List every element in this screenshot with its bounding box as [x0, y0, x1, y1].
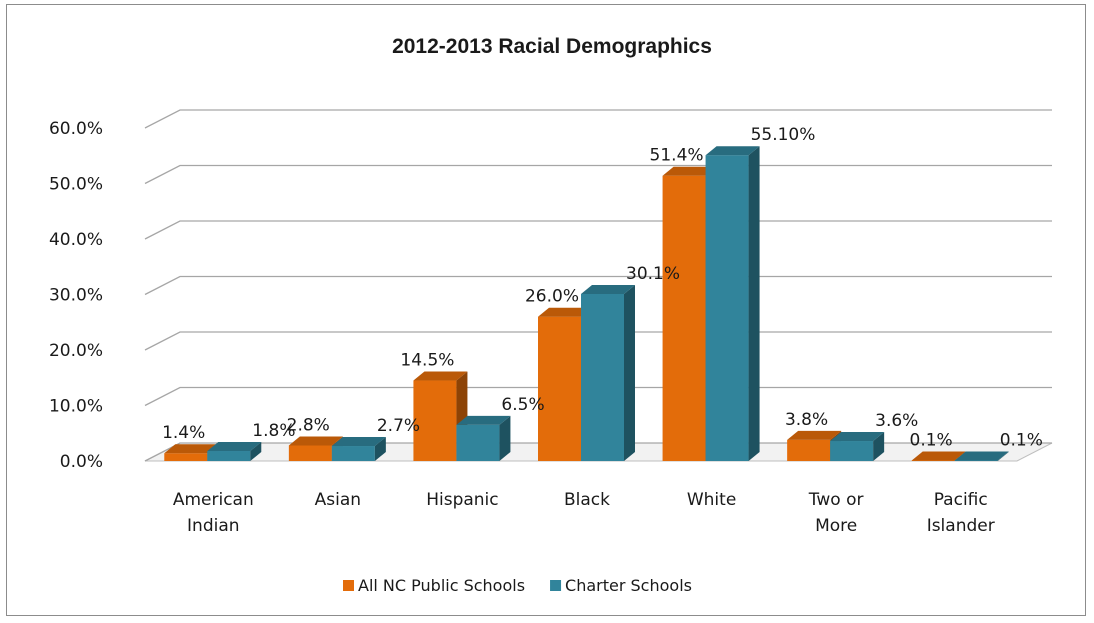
gridline: [144, 109, 1052, 129]
bar-front: [331, 446, 375, 461]
bar-front: [911, 460, 955, 461]
data-label: 6.5%: [501, 395, 544, 415]
gridline: [144, 220, 1052, 240]
bar-top: [662, 166, 717, 176]
x-tick-label: American: [173, 490, 254, 510]
bar-front: [207, 451, 251, 461]
legend-swatch: [343, 580, 354, 591]
bar-top: [207, 442, 262, 452]
bar: [581, 284, 635, 461]
bar-top: [954, 451, 1009, 461]
legend-label: Charter Schools: [565, 576, 692, 595]
bar-front: [581, 293, 624, 461]
bar-side: [997, 451, 1009, 461]
x-tick-label: Islander: [927, 516, 995, 536]
bar: [954, 451, 1009, 461]
gridline: [144, 275, 1052, 296]
data-label: 3.8%: [785, 410, 828, 430]
bar-top: [331, 437, 386, 447]
y-tick-label: 50.0%: [49, 175, 103, 195]
bar-side: [624, 284, 635, 461]
bar-top: [413, 371, 468, 381]
chart-svg: 2012-2013 Racial Demographics 1.4% 1.8%2.…: [49, 35, 1053, 595]
bar: [830, 432, 885, 461]
bar-top: [538, 307, 592, 317]
x-tick-label: Indian: [187, 516, 240, 536]
gridline: [144, 164, 1052, 185]
bar-top: [581, 284, 635, 294]
bar-front: [787, 439, 831, 461]
legend: All NC Public Schools Charter Schools: [343, 576, 692, 595]
gridline: [144, 442, 1052, 462]
y-tick-label: 30.0%: [49, 286, 103, 306]
bar: [705, 146, 760, 461]
bar-front: [954, 460, 998, 461]
gridline: [144, 386, 1052, 407]
x-tick-label: Asian: [315, 490, 361, 510]
x-tick-label: Black: [564, 490, 610, 510]
bar: [331, 437, 386, 461]
data-label: 14.5%: [400, 351, 454, 371]
data-labels: 1.4% 1.8%2.8% 2.7% 14.5% 6.5% 26.0% 30.1% 51.4%…: [162, 125, 1043, 450]
legend-swatch: [550, 580, 562, 591]
bars: [164, 146, 1009, 462]
bar-front: [662, 175, 706, 462]
bar-front: [456, 424, 500, 461]
bar-top: [456, 415, 511, 425]
data-label: 30.1%: [626, 264, 680, 284]
data-label: 0.1%: [1000, 430, 1043, 450]
bar-front: [413, 380, 457, 461]
data-label: 1.8%: [252, 421, 295, 441]
x-tick-label: White: [687, 490, 736, 510]
bar-front: [164, 453, 208, 461]
x-tick-label: More: [815, 516, 857, 536]
bar-top: [787, 430, 842, 440]
bar-front: [288, 445, 332, 461]
bar-top: [705, 146, 760, 156]
bar-side: [499, 415, 511, 461]
data-label: 51.4%: [650, 146, 704, 166]
chart-title: 2012-2013 Racial Demographics: [392, 35, 712, 58]
data-label: 2.7%: [377, 416, 420, 436]
legend-label: All NC Public Schools: [358, 576, 525, 595]
bar-top: [288, 436, 343, 446]
bar: [456, 415, 511, 461]
bar-front: [830, 441, 874, 461]
bar-top: [164, 444, 219, 454]
bar-top: [911, 451, 966, 461]
y-tick-label: 10.0%: [49, 397, 103, 417]
data-label: 26.0%: [525, 287, 579, 307]
bar-side: [748, 146, 760, 461]
y-tick-label: 20.0%: [49, 341, 103, 361]
y-tick-label: 40.0%: [49, 230, 103, 250]
bar-side: [873, 432, 885, 461]
bar-side: [250, 442, 262, 461]
chart-frame: 2012-2013 Racial Demographics 1.4% 1.8% 2.…: [6, 4, 1086, 616]
bar-front: [705, 155, 749, 461]
data-label: 2.8%: [287, 415, 330, 435]
data-label: 55.10%: [751, 125, 816, 145]
data-label: 1.4%: [162, 423, 205, 443]
data-label: 3.6%: [875, 411, 918, 431]
x-tick-label: Hispanic: [426, 490, 498, 510]
y-tick-label: 60.0%: [49, 119, 103, 139]
x-tick-label: Two or: [808, 490, 864, 510]
bar-top: [830, 432, 885, 442]
bar: [207, 442, 262, 461]
x-tick-label: Pacific: [934, 490, 988, 510]
axis-labels: 0.0% 10.0% 20.0% 30.0% 40.0% 50.0% 60.0% Americ…: [49, 119, 995, 536]
bar-side: [374, 437, 386, 461]
gridline: [144, 331, 1052, 351]
y-tick-label: 0.0%: [60, 452, 103, 472]
bar-front: [538, 316, 581, 461]
data-label: 0.1%: [910, 430, 953, 450]
